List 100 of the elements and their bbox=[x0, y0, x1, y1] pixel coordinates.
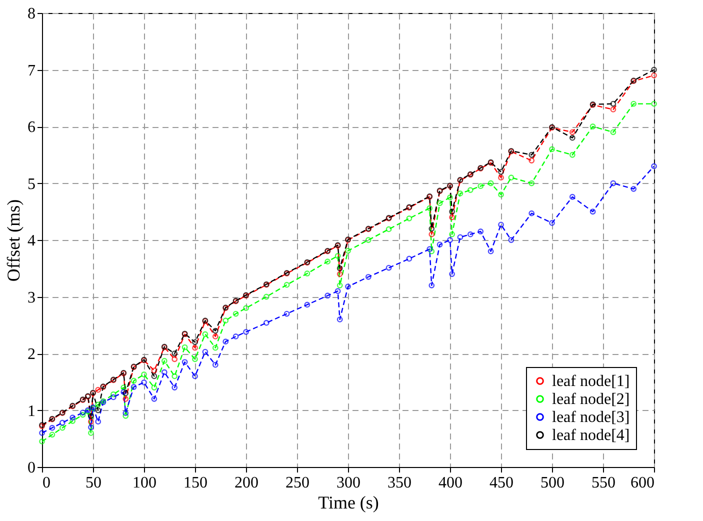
point bbox=[120, 384, 127, 390]
point bbox=[110, 394, 116, 400]
point bbox=[436, 200, 443, 206]
point bbox=[122, 410, 129, 416]
point bbox=[88, 424, 94, 430]
point bbox=[151, 368, 158, 374]
point bbox=[80, 410, 86, 416]
point bbox=[449, 231, 455, 238]
point bbox=[182, 359, 188, 365]
point bbox=[59, 424, 66, 431]
point bbox=[467, 231, 474, 238]
point bbox=[336, 282, 343, 288]
point bbox=[336, 265, 343, 272]
point bbox=[304, 302, 310, 308]
point bbox=[70, 418, 76, 424]
point bbox=[122, 396, 129, 402]
point bbox=[590, 208, 596, 215]
point bbox=[406, 215, 412, 222]
x-tick-label: 450 bbox=[490, 474, 514, 492]
point bbox=[304, 270, 310, 276]
point bbox=[59, 420, 66, 426]
point bbox=[569, 152, 576, 158]
point bbox=[488, 180, 494, 186]
point bbox=[498, 174, 504, 181]
point bbox=[386, 264, 392, 271]
point bbox=[88, 418, 94, 425]
y-tick-label: 6 bbox=[28, 119, 36, 136]
point bbox=[70, 414, 76, 421]
point bbox=[110, 391, 116, 398]
point bbox=[192, 356, 198, 362]
point bbox=[449, 214, 455, 220]
point bbox=[569, 194, 576, 200]
point bbox=[386, 226, 392, 232]
point bbox=[88, 412, 94, 419]
point bbox=[263, 294, 270, 300]
point bbox=[651, 72, 657, 78]
point bbox=[528, 180, 535, 186]
x-tick-label: 200 bbox=[234, 474, 258, 492]
point bbox=[630, 186, 637, 192]
point bbox=[498, 222, 504, 228]
point bbox=[130, 384, 137, 390]
point bbox=[151, 396, 158, 402]
point bbox=[80, 412, 86, 418]
x-tick-label: 350 bbox=[388, 474, 412, 492]
point bbox=[651, 100, 657, 107]
x-tick-label: 500 bbox=[540, 474, 564, 492]
point bbox=[336, 316, 343, 322]
point bbox=[151, 373, 158, 380]
point bbox=[284, 310, 290, 317]
point bbox=[467, 187, 474, 193]
legend-label: leaf node[3] bbox=[552, 409, 630, 426]
point bbox=[610, 100, 616, 107]
x-tick-label: 600 bbox=[630, 474, 654, 492]
point bbox=[284, 282, 290, 288]
point bbox=[498, 168, 504, 175]
legend-label: leaf node[1] bbox=[552, 373, 630, 390]
point bbox=[651, 66, 657, 73]
point bbox=[192, 373, 198, 380]
point bbox=[610, 180, 616, 186]
point bbox=[232, 310, 239, 317]
x-tick-label: 150 bbox=[184, 474, 208, 492]
x-tick-label: 300 bbox=[336, 474, 360, 492]
point bbox=[334, 288, 341, 294]
x-tick-label: 50 bbox=[86, 474, 102, 492]
x-tick-label: 0 bbox=[42, 474, 50, 492]
point bbox=[324, 258, 331, 265]
point bbox=[428, 282, 435, 288]
point bbox=[508, 174, 514, 181]
point bbox=[192, 344, 198, 351]
point bbox=[610, 129, 616, 136]
point bbox=[478, 228, 484, 234]
point bbox=[324, 292, 331, 299]
x-tick-label: 400 bbox=[438, 474, 462, 492]
y-tick-label: 8 bbox=[28, 6, 36, 22]
point bbox=[172, 356, 178, 362]
point bbox=[365, 237, 372, 243]
point bbox=[457, 234, 464, 240]
y-tick-label: 0 bbox=[28, 460, 36, 476]
point bbox=[263, 320, 270, 326]
point bbox=[426, 205, 433, 212]
point bbox=[336, 271, 343, 277]
point bbox=[172, 373, 178, 380]
y-axis-title: Offset (ms) bbox=[4, 199, 24, 282]
legend-label: leaf node[2] bbox=[552, 391, 630, 408]
y-tick-label: 4 bbox=[28, 232, 36, 250]
legend-label: leaf node[4] bbox=[552, 427, 630, 444]
point bbox=[212, 328, 218, 334]
point bbox=[243, 328, 249, 335]
x-axis-title: Time (s) bbox=[318, 492, 379, 512]
point bbox=[49, 432, 56, 438]
point bbox=[436, 242, 443, 248]
point bbox=[161, 358, 168, 364]
point bbox=[141, 380, 147, 386]
point bbox=[202, 348, 208, 355]
point bbox=[39, 430, 45, 436]
point bbox=[365, 274, 372, 280]
point bbox=[428, 226, 435, 232]
point bbox=[610, 106, 616, 112]
point bbox=[630, 100, 637, 107]
point bbox=[447, 194, 453, 200]
